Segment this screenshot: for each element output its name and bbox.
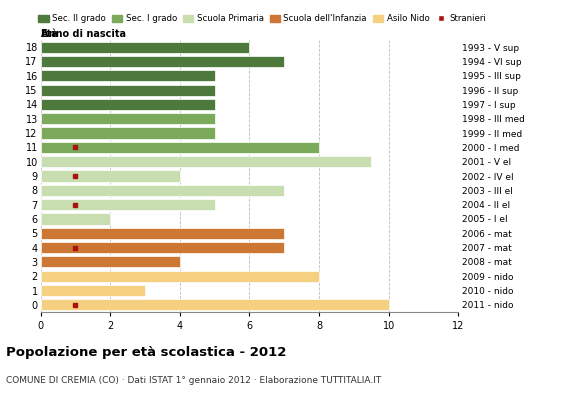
Bar [41, 185, 284, 196]
Bar [41, 99, 215, 110]
Bar [41, 299, 389, 310]
Text: Popolazione per età scolastica - 2012: Popolazione per età scolastica - 2012 [6, 346, 286, 359]
Bar [41, 70, 215, 81]
Bar [41, 199, 215, 210]
Bar [41, 84, 215, 96]
Bar [41, 170, 180, 182]
Text: COMUNE DI CREMIA (CO) · Dati ISTAT 1° gennaio 2012 · Elaborazione TUTTITALIA.IT: COMUNE DI CREMIA (CO) · Dati ISTAT 1° ge… [6, 376, 381, 385]
Bar [41, 213, 110, 224]
Bar [41, 285, 145, 296]
Legend: Sec. II grado, Sec. I grado, Scuola Primaria, Scuola dell'Infanzia, Asilo Nido, : Sec. II grado, Sec. I grado, Scuola Prim… [37, 12, 488, 25]
Bar [41, 242, 284, 253]
Bar [41, 128, 215, 139]
Text: Anno di nascita: Anno di nascita [41, 30, 126, 40]
Text: Età: Età [41, 30, 59, 40]
Bar [41, 271, 319, 282]
Bar [41, 142, 319, 153]
Bar [41, 113, 215, 124]
Bar [41, 156, 371, 167]
Bar [41, 56, 284, 67]
Bar [41, 42, 249, 53]
Bar [41, 256, 180, 268]
Bar [41, 228, 284, 239]
